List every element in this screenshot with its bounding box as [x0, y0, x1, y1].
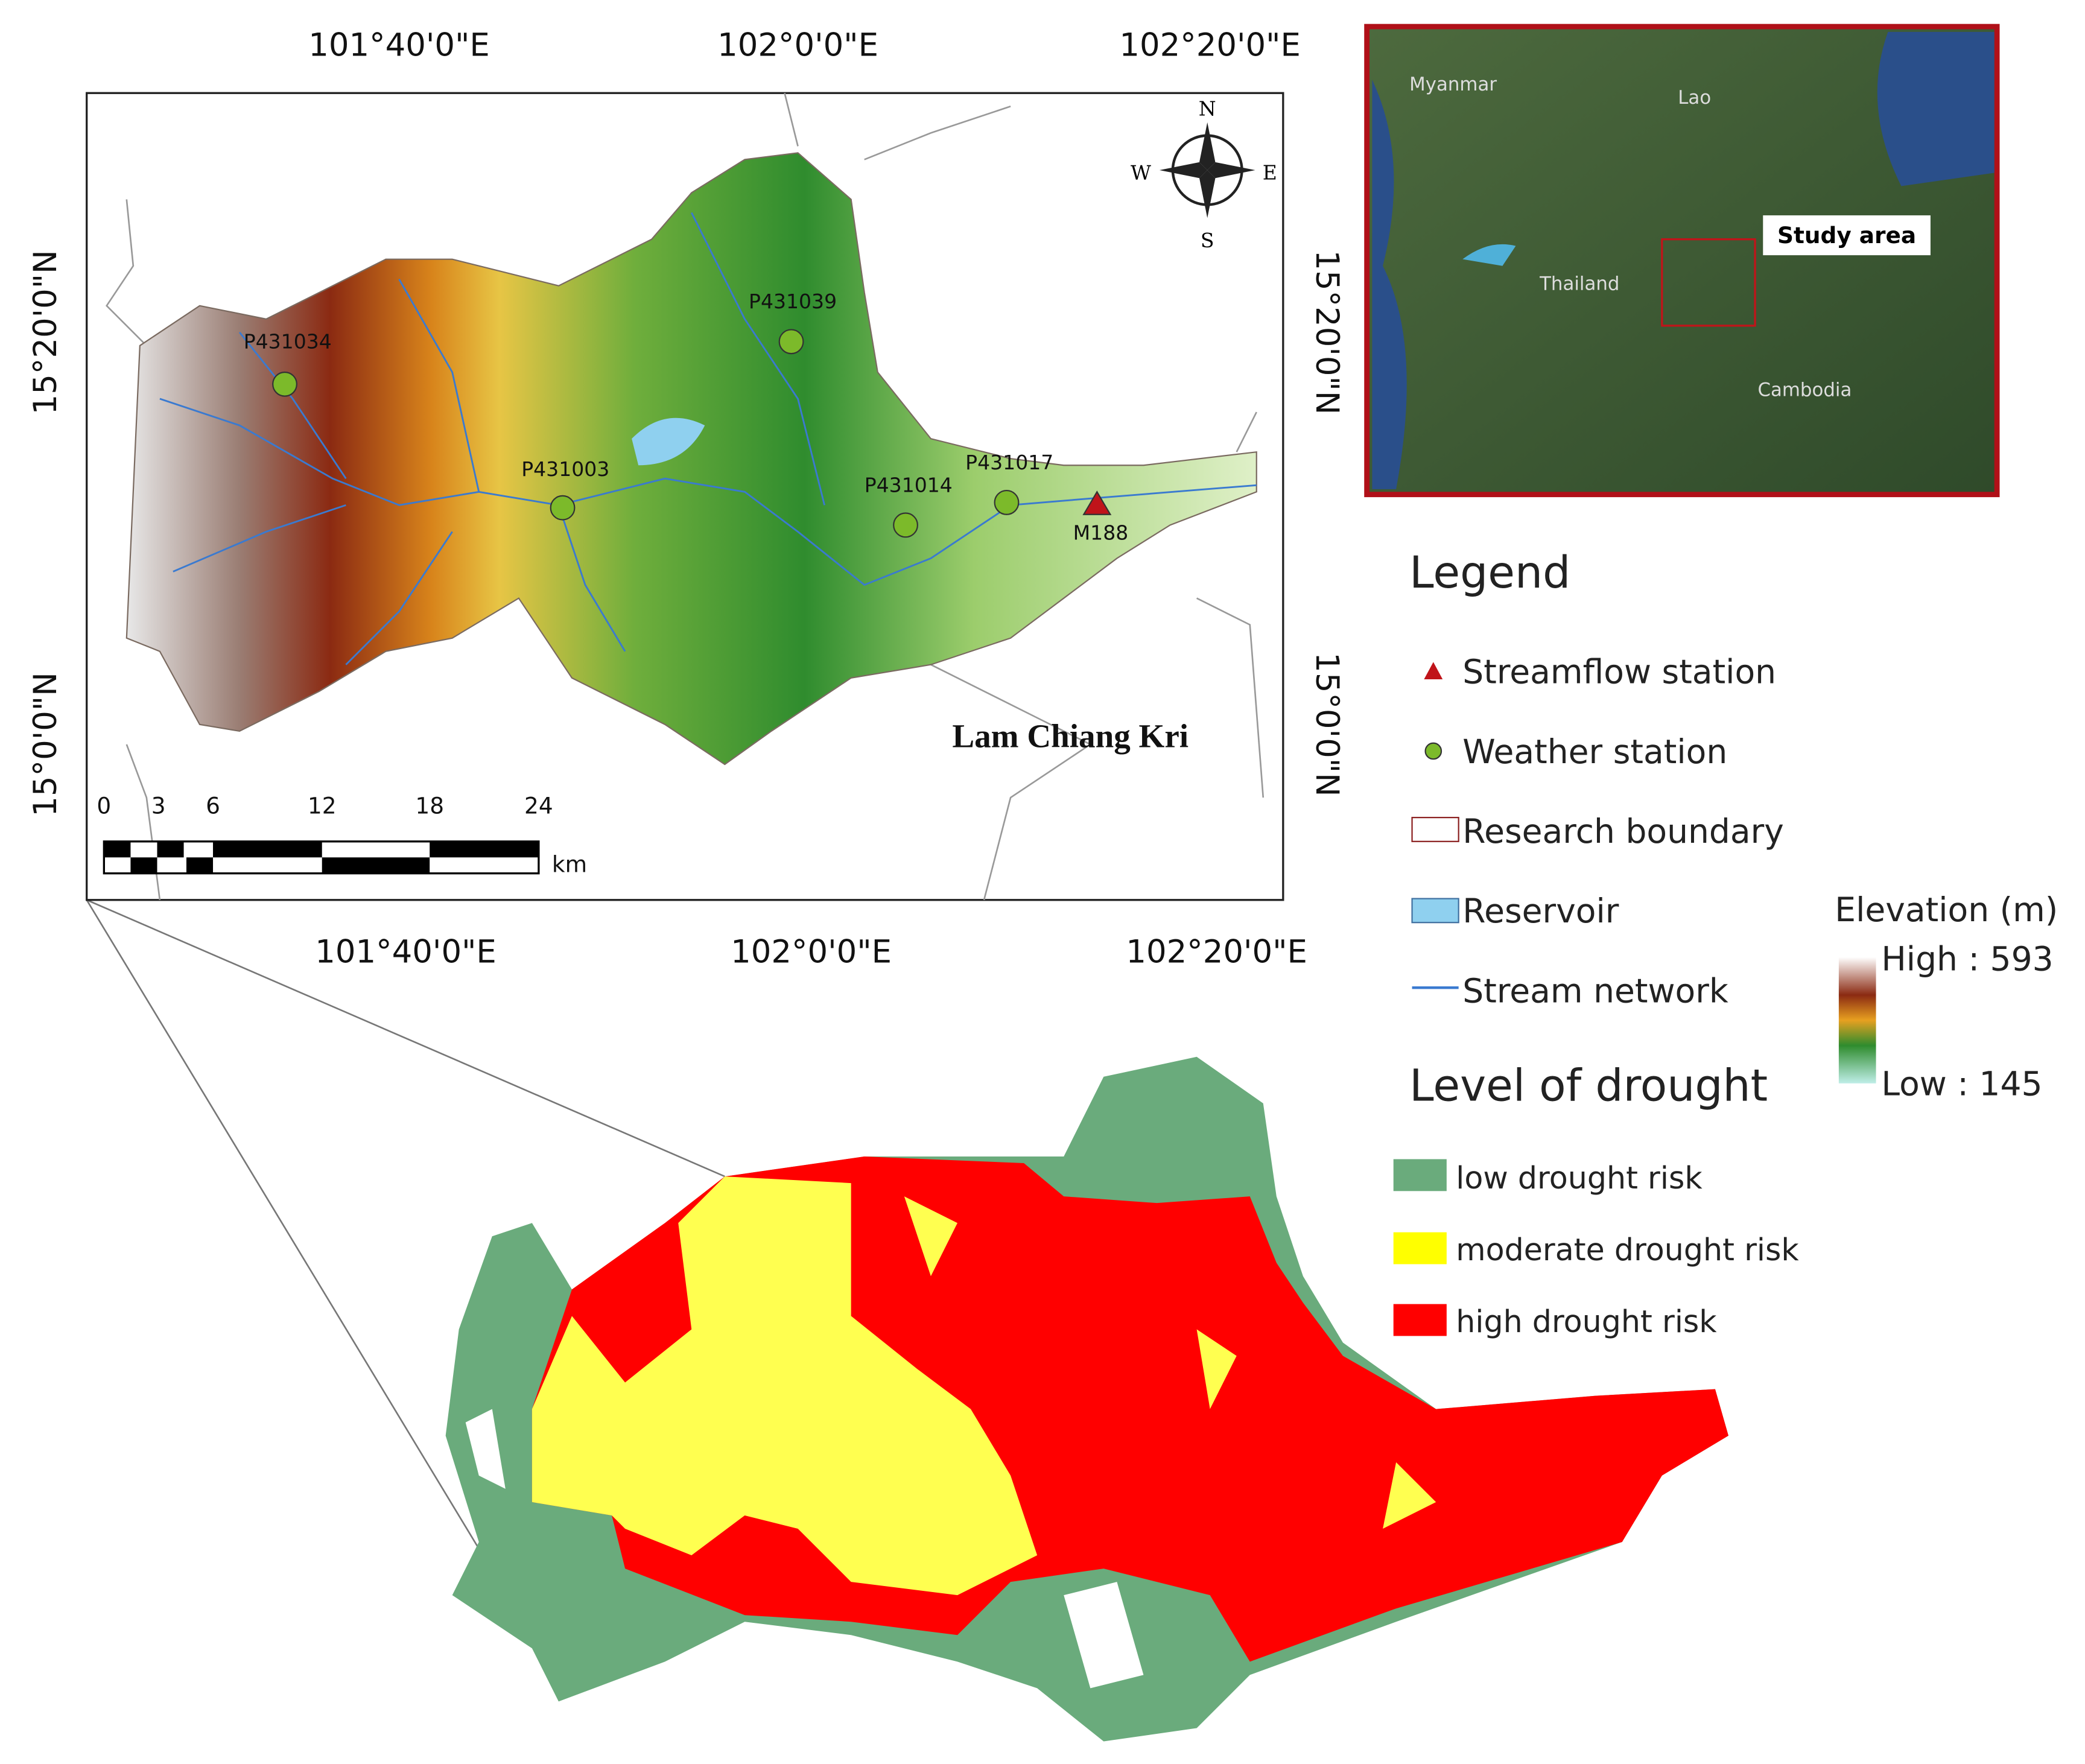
legend-swatch: [1393, 1304, 1447, 1336]
legend-item: Reservoir: [1462, 892, 1619, 930]
legend-item: Research boundary: [1462, 812, 1784, 851]
stream-network: [159, 212, 1257, 665]
top-axis-label: 101°40'0"E: [308, 27, 490, 64]
legend-item: low drought risk: [1456, 1160, 1703, 1196]
scale-label: 12: [308, 793, 337, 819]
scale-label: 0: [97, 793, 111, 819]
drought-map: [445, 1056, 1728, 1742]
elevation-title: Elevation (m): [1835, 890, 2058, 929]
scale-label: 6: [206, 793, 220, 819]
legend-swatch: [1393, 1159, 1447, 1191]
weather-station: [994, 489, 1020, 515]
country-label: Cambodia: [1757, 379, 1852, 401]
weather-stations: [272, 329, 1020, 538]
gulf: [1462, 244, 1516, 266]
bottom-axis-label: 102°0'0"E: [731, 933, 892, 970]
left-axis-label: 15°20'0"N: [27, 250, 64, 414]
weather-station: [272, 371, 297, 397]
legend-symbol: [1424, 742, 1442, 760]
scale-unit: km: [552, 851, 587, 877]
legend-symbol: [1411, 817, 1459, 842]
legend-item: moderate drought risk: [1456, 1232, 1799, 1267]
bottom-axis-label: 102°20'0"E: [1126, 933, 1307, 970]
legend-swatch: [1393, 1232, 1447, 1264]
weather-station: [778, 329, 804, 355]
elevation-low: Low : 145: [1881, 1065, 2042, 1103]
zoom-line: [86, 899, 480, 1549]
compass-n: N: [1199, 97, 1216, 121]
zoom-line: [86, 899, 725, 1178]
basin: [125, 152, 1257, 766]
legend-item: Streamflow station: [1462, 653, 1776, 691]
study-area-label: Study area: [1777, 222, 1916, 249]
station-label: P431014: [865, 473, 953, 497]
compass-w: W: [1131, 160, 1151, 184]
scale-bar: [103, 840, 540, 875]
right-axis-label: 15°20'0"N: [1309, 250, 1345, 414]
left-axis-label: 15°0'0"N: [27, 672, 64, 816]
drought-legend-title: Level of drought: [1409, 1061, 1768, 1111]
top-axis-label: 102°0'0"E: [717, 27, 878, 64]
bottom-axis-label: 101°40'0"E: [315, 933, 497, 970]
reservoir: [632, 417, 705, 466]
country-label: Thailand: [1539, 273, 1619, 294]
streamflow-station: [1082, 490, 1112, 515]
legend-item: Weather station: [1462, 732, 1727, 771]
study-area-box-label: [1763, 215, 1931, 256]
study-area-box: [1661, 238, 1756, 327]
station-label: P431039: [749, 290, 837, 313]
scale-label: 18: [415, 793, 444, 819]
legend-item: high drought risk: [1456, 1304, 1717, 1339]
legend-symbol: [1424, 662, 1443, 679]
station-label: P431034: [244, 329, 332, 353]
legend-item: Stream network: [1462, 971, 1728, 1010]
top-axis-label: 102°20'0"E: [1119, 27, 1301, 64]
compass-e: E: [1263, 160, 1277, 184]
right-axis-label: 15°0'0"N: [1309, 652, 1345, 796]
legend-title: Legend: [1409, 548, 1570, 598]
scale-label: 3: [151, 793, 166, 819]
compass: N E S W: [1131, 97, 1277, 252]
weather-station: [893, 512, 918, 538]
legend-symbol: [1411, 898, 1459, 924]
elevation-high: High : 593: [1881, 940, 2053, 979]
elevation-bar: [1838, 957, 1876, 1083]
scale-label: 24: [524, 793, 553, 819]
place-label: Lam Chiang Kri: [952, 717, 1188, 754]
weather-station: [550, 495, 576, 521]
station-label: M188: [1073, 521, 1129, 545]
station-label: P431003: [521, 457, 609, 481]
compass-s: S: [1201, 229, 1214, 252]
country-label: Myanmar: [1409, 74, 1497, 95]
country-label: Lao: [1678, 87, 1711, 109]
station-label: P431017: [965, 451, 1053, 474]
sea: [1877, 31, 1995, 186]
sea: [1372, 80, 1407, 489]
